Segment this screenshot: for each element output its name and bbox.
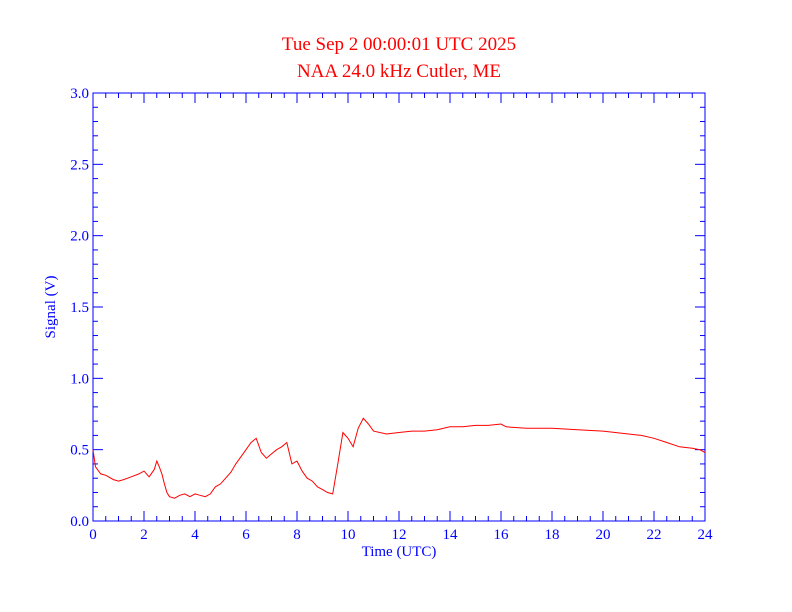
- y-tick-label: 0.5: [70, 443, 89, 459]
- x-tick-label: 0: [89, 527, 97, 543]
- x-tick-label: 10: [341, 527, 356, 543]
- x-tick-label: 14: [443, 527, 459, 543]
- x-tick-label: 24: [698, 527, 714, 543]
- x-tick-label: 2: [140, 527, 148, 543]
- y-tick-label: 0.0: [70, 514, 89, 530]
- x-tick-label: 18: [545, 527, 560, 543]
- x-axis-label: Time (UTC): [362, 544, 437, 560]
- series-line-signal: [92, 417, 706, 499]
- y-axis-label: Signal (V): [43, 276, 59, 339]
- y-tick-label: 2.0: [70, 229, 89, 245]
- x-tick-label: 4: [191, 527, 199, 543]
- y-tick-label: 3.0: [70, 86, 89, 102]
- chart-title: Tue Sep 2 00:00:01 UTC 2025: [282, 34, 516, 55]
- plot-frame: [92, 92, 706, 522]
- x-tick-label: 22: [647, 527, 662, 543]
- x-tick-label: 8: [293, 527, 301, 543]
- y-tick-label: 2.5: [70, 157, 89, 173]
- chart-subtitle: NAA 24.0 kHz Cutler, ME: [297, 61, 501, 82]
- tick-labels: 0 2 4 6 8 10 12 14 16 18 20 22 240.00.51.01.52.02.53…: [70, 86, 713, 543]
- x-tick-label: 20: [596, 527, 611, 543]
- x-tick-label: 12: [392, 527, 407, 543]
- x-tick-label: 6: [242, 527, 250, 543]
- x-tick-label: 16: [494, 527, 510, 543]
- y-tick-label: 1.5: [70, 300, 89, 316]
- axis-ticks: [92, 92, 706, 522]
- y-tick-label: 1.0: [70, 371, 89, 387]
